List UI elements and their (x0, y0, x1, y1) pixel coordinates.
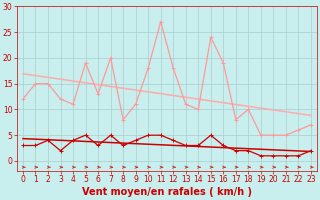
X-axis label: Vent moyen/en rafales ( km/h ): Vent moyen/en rafales ( km/h ) (82, 187, 252, 197)
